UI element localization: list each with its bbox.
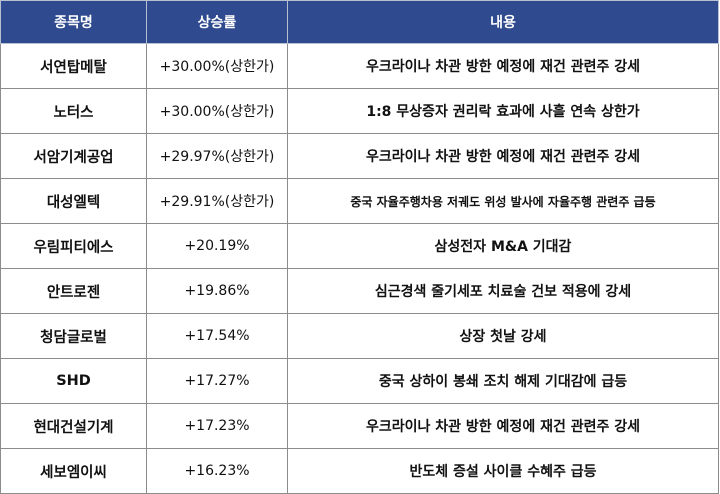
header-row: 종목명 상승률 내용	[0, 0, 719, 44]
content-cell: 중국 상하이 봉쇄 조치 해제 기대감에 급등	[287, 358, 719, 404]
rate-cell: +16.23%	[146, 448, 288, 494]
column-header-content: 내용	[287, 0, 719, 44]
table-row: 우림피티에스 +20.19% 삼성전자 M&A 기대감	[0, 223, 719, 269]
table-row: 현대건설기계 +17.23% 우크라이나 차관 방한 예정에 재건 관련주 강세	[0, 403, 719, 449]
column-header-name: 종목명	[0, 0, 147, 44]
content-cell: 1:8 무상증자 권리락 효과에 사흘 연속 상한가	[287, 88, 719, 134]
column-header-rate: 상승률	[146, 0, 288, 44]
stock-name-cell: 안트로젠	[0, 268, 147, 314]
table-row: 세보엠이씨 +16.23% 반도체 증설 사이클 수혜주 급등	[0, 448, 719, 494]
stock-name-cell: 세보엠이씨	[0, 448, 147, 494]
table-row: 서암기계공업 +29.97%(상한가) 우크라이나 차관 방한 예정에 재건 관…	[0, 133, 719, 179]
content-cell: 우크라이나 차관 방한 예정에 재건 관련주 강세	[287, 133, 719, 179]
content-cell: 심근경색 줄기세포 치료술 건보 적용에 강세	[287, 268, 719, 314]
content-cell: 중국 자율주행차용 저궤도 위성 발사에 자율주행 관련주 급등	[287, 178, 719, 224]
rate-cell: +17.23%	[146, 403, 288, 449]
content-cell: 반도체 증설 사이클 수혜주 급등	[287, 448, 719, 494]
stock-name-cell: 대성엘텍	[0, 178, 147, 224]
rate-cell: +29.97%(상한가)	[146, 133, 288, 179]
table-row: SHD +17.27% 중국 상하이 봉쇄 조치 해제 기대감에 급등	[0, 358, 719, 404]
stock-name-cell: 서암기계공업	[0, 133, 147, 179]
table-row: 안트로젠 +19.86% 심근경색 줄기세포 치료술 건보 적용에 강세	[0, 268, 719, 314]
stock-name-cell: SHD	[0, 358, 147, 404]
stock-name-cell: 청담글로벌	[0, 313, 147, 359]
stock-name-cell: 우림피티에스	[0, 223, 147, 269]
content-cell: 삼성전자 M&A 기대감	[287, 223, 719, 269]
table-row: 대성엘텍 +29.91%(상한가) 중국 자율주행차용 저궤도 위성 발사에 자…	[0, 178, 719, 224]
rate-cell: +19.86%	[146, 268, 288, 314]
rate-cell: +29.91%(상한가)	[146, 178, 288, 224]
rate-cell: +30.00%(상한가)	[146, 43, 288, 89]
content-cell: 우크라이나 차관 방한 예정에 재건 관련주 강세	[287, 403, 719, 449]
stock-name-cell: 노터스	[0, 88, 147, 134]
rate-cell: +17.27%	[146, 358, 288, 404]
content-cell: 우크라이나 차관 방한 예정에 재건 관련주 강세	[287, 43, 719, 89]
rate-cell: +20.19%	[146, 223, 288, 269]
content-cell: 상장 첫날 강세	[287, 313, 719, 359]
stock-name-cell: 서연탑메탈	[0, 43, 147, 89]
stock-name-cell: 현대건설기계	[0, 403, 147, 449]
table-row: 노터스 +30.00%(상한가) 1:8 무상증자 권리락 효과에 사흘 연속 …	[0, 88, 719, 134]
table-row: 서연탑메탈 +30.00%(상한가) 우크라이나 차관 방한 예정에 재건 관련…	[0, 43, 719, 89]
rate-cell: +30.00%(상한가)	[146, 88, 288, 134]
rate-cell: +17.54%	[146, 313, 288, 359]
table-row: 청담글로벌 +17.54% 상장 첫날 강세	[0, 313, 719, 359]
